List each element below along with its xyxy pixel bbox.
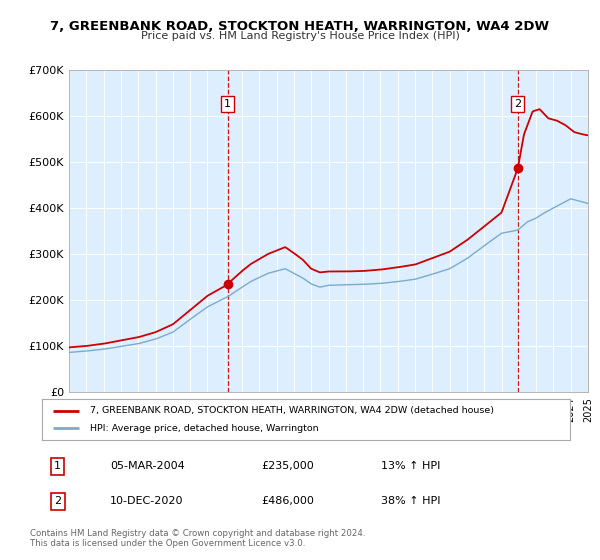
- Text: 1: 1: [54, 461, 61, 471]
- Text: 13% ↑ HPI: 13% ↑ HPI: [382, 461, 440, 471]
- Text: 05-MAR-2004: 05-MAR-2004: [110, 461, 185, 471]
- Text: 38% ↑ HPI: 38% ↑ HPI: [382, 497, 441, 506]
- Text: 2: 2: [54, 497, 61, 506]
- Text: This data is licensed under the Open Government Licence v3.0.: This data is licensed under the Open Gov…: [30, 539, 305, 548]
- Text: Price paid vs. HM Land Registry's House Price Index (HPI): Price paid vs. HM Land Registry's House …: [140, 31, 460, 41]
- Text: £486,000: £486,000: [261, 497, 314, 506]
- Text: 1: 1: [224, 99, 231, 109]
- Text: 2: 2: [514, 99, 521, 109]
- Text: 7, GREENBANK ROAD, STOCKTON HEATH, WARRINGTON, WA4 2DW: 7, GREENBANK ROAD, STOCKTON HEATH, WARRI…: [50, 20, 550, 32]
- Text: 7, GREENBANK ROAD, STOCKTON HEATH, WARRINGTON, WA4 2DW (detached house): 7, GREENBANK ROAD, STOCKTON HEATH, WARRI…: [89, 406, 494, 415]
- Text: £235,000: £235,000: [261, 461, 314, 471]
- Text: Contains HM Land Registry data © Crown copyright and database right 2024.: Contains HM Land Registry data © Crown c…: [30, 529, 365, 538]
- Text: 10-DEC-2020: 10-DEC-2020: [110, 497, 184, 506]
- Text: HPI: Average price, detached house, Warrington: HPI: Average price, detached house, Warr…: [89, 424, 318, 433]
